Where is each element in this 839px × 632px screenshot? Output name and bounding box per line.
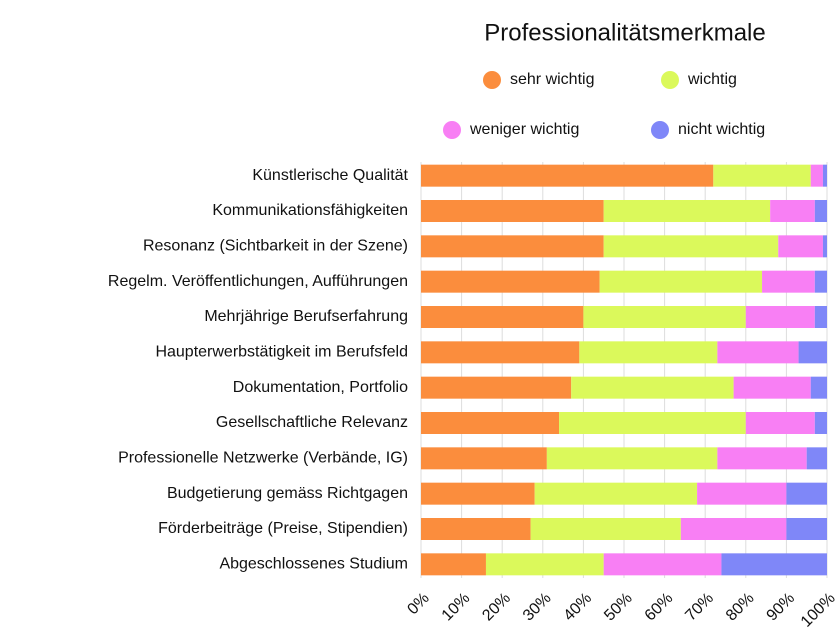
- legend-label: weniger wichtig: [469, 121, 579, 138]
- bar-segment: [421, 376, 572, 399]
- y-tick-label: Professionelle Netzwerke (Verbände, IG): [118, 450, 408, 467]
- bar-segment: [717, 341, 799, 364]
- y-tick-label: Haupterwerbstätigkeit im Berufsfeld: [155, 344, 408, 361]
- bar-segment: [717, 447, 807, 470]
- bar-segment: [814, 306, 827, 328]
- bar-segment: [603, 553, 722, 576]
- bar-segment: [603, 200, 771, 222]
- bar-segment: [713, 164, 811, 187]
- y-tick-label: Dokumentation, Portfolio: [233, 379, 408, 396]
- bar-segment: [534, 482, 698, 505]
- bar-segment: [421, 412, 560, 434]
- bar-segment: [421, 306, 584, 328]
- legend-label: sehr wichtig: [510, 71, 594, 88]
- legend-label: wichtig: [687, 71, 737, 88]
- bar-segment: [680, 518, 787, 540]
- bar-segment: [786, 482, 827, 505]
- x-tick-label: 80%: [723, 590, 758, 625]
- bar-segment: [745, 412, 815, 434]
- bar-segment: [485, 553, 604, 576]
- bar-segment: [571, 376, 734, 399]
- x-tick-label: 30%: [520, 590, 555, 625]
- x-tick-label: 40%: [561, 590, 596, 625]
- bar-segment: [421, 482, 535, 505]
- bar-segment: [762, 270, 815, 293]
- bar-segment: [530, 518, 681, 540]
- legend-marker: [661, 71, 679, 89]
- legend-label: nicht wichtig: [678, 121, 765, 138]
- bar-segment: [559, 412, 746, 434]
- bar-segment: [822, 164, 827, 187]
- bar-segment: [814, 270, 827, 293]
- y-tick-label: Budgetierung gemäss Richtgagen: [167, 485, 408, 502]
- x-tick-label: 0%: [404, 590, 432, 618]
- y-tick-label: Förderbeiträge (Preise, Stipendien): [158, 520, 408, 537]
- bar-segment: [814, 200, 827, 222]
- bar-segment: [421, 341, 580, 364]
- bar-segment: [421, 200, 604, 222]
- bar-segment: [745, 306, 815, 328]
- x-tick-label: 70%: [682, 590, 717, 625]
- bar-segment: [810, 376, 827, 399]
- y-tick-label: Resonanz (Sichtbarkeit in der Szene): [143, 238, 408, 255]
- legend-marker: [443, 121, 461, 139]
- bar-segment: [603, 235, 779, 258]
- bar-segment: [822, 235, 827, 258]
- bar-segment: [421, 553, 486, 576]
- x-tick-label: 50%: [601, 590, 636, 625]
- bar-segment: [770, 200, 815, 222]
- y-tick-label: Gesellschaftliche Relevanz: [216, 414, 408, 431]
- bar-segment: [697, 482, 787, 505]
- y-tick-label: Künstlerische Qualität: [252, 167, 408, 184]
- bar-segment: [583, 306, 746, 328]
- bar-segment: [421, 270, 600, 293]
- bar-segment: [786, 518, 827, 540]
- legend-marker: [651, 121, 669, 139]
- x-tick-label: 100%: [798, 590, 839, 631]
- bar-segment: [421, 447, 547, 470]
- bar-segment: [599, 270, 763, 293]
- y-tick-label: Regelm. Veröffentlichungen, Aufführungen: [108, 273, 408, 290]
- bar-segment: [421, 164, 714, 187]
- x-tick-label: 60%: [642, 590, 677, 625]
- bar-segment: [546, 447, 718, 470]
- bar-segment: [579, 341, 718, 364]
- bar-segment: [421, 235, 604, 258]
- legend-marker: [483, 71, 501, 89]
- bar-segment: [806, 447, 827, 470]
- chart-title: Professionalitätsmerkmale: [484, 19, 765, 46]
- bar-segment: [778, 235, 823, 258]
- y-tick-label: Kommunikationsfähigkeiten: [212, 202, 408, 219]
- x-tick-label: 20%: [479, 590, 514, 625]
- y-tick-label: Mehrjährige Berufserfahrung: [204, 308, 408, 325]
- bar-segment: [810, 164, 823, 187]
- y-tick-label: Abgeschlossenes Studium: [219, 556, 408, 573]
- bar-segment: [814, 412, 827, 434]
- bar-segment: [721, 553, 827, 576]
- bar-segment: [421, 518, 531, 540]
- x-tick-label: 90%: [764, 590, 799, 625]
- x-tick-label: 10%: [439, 590, 474, 625]
- bar-segment: [798, 341, 827, 364]
- bar-segment: [733, 376, 811, 399]
